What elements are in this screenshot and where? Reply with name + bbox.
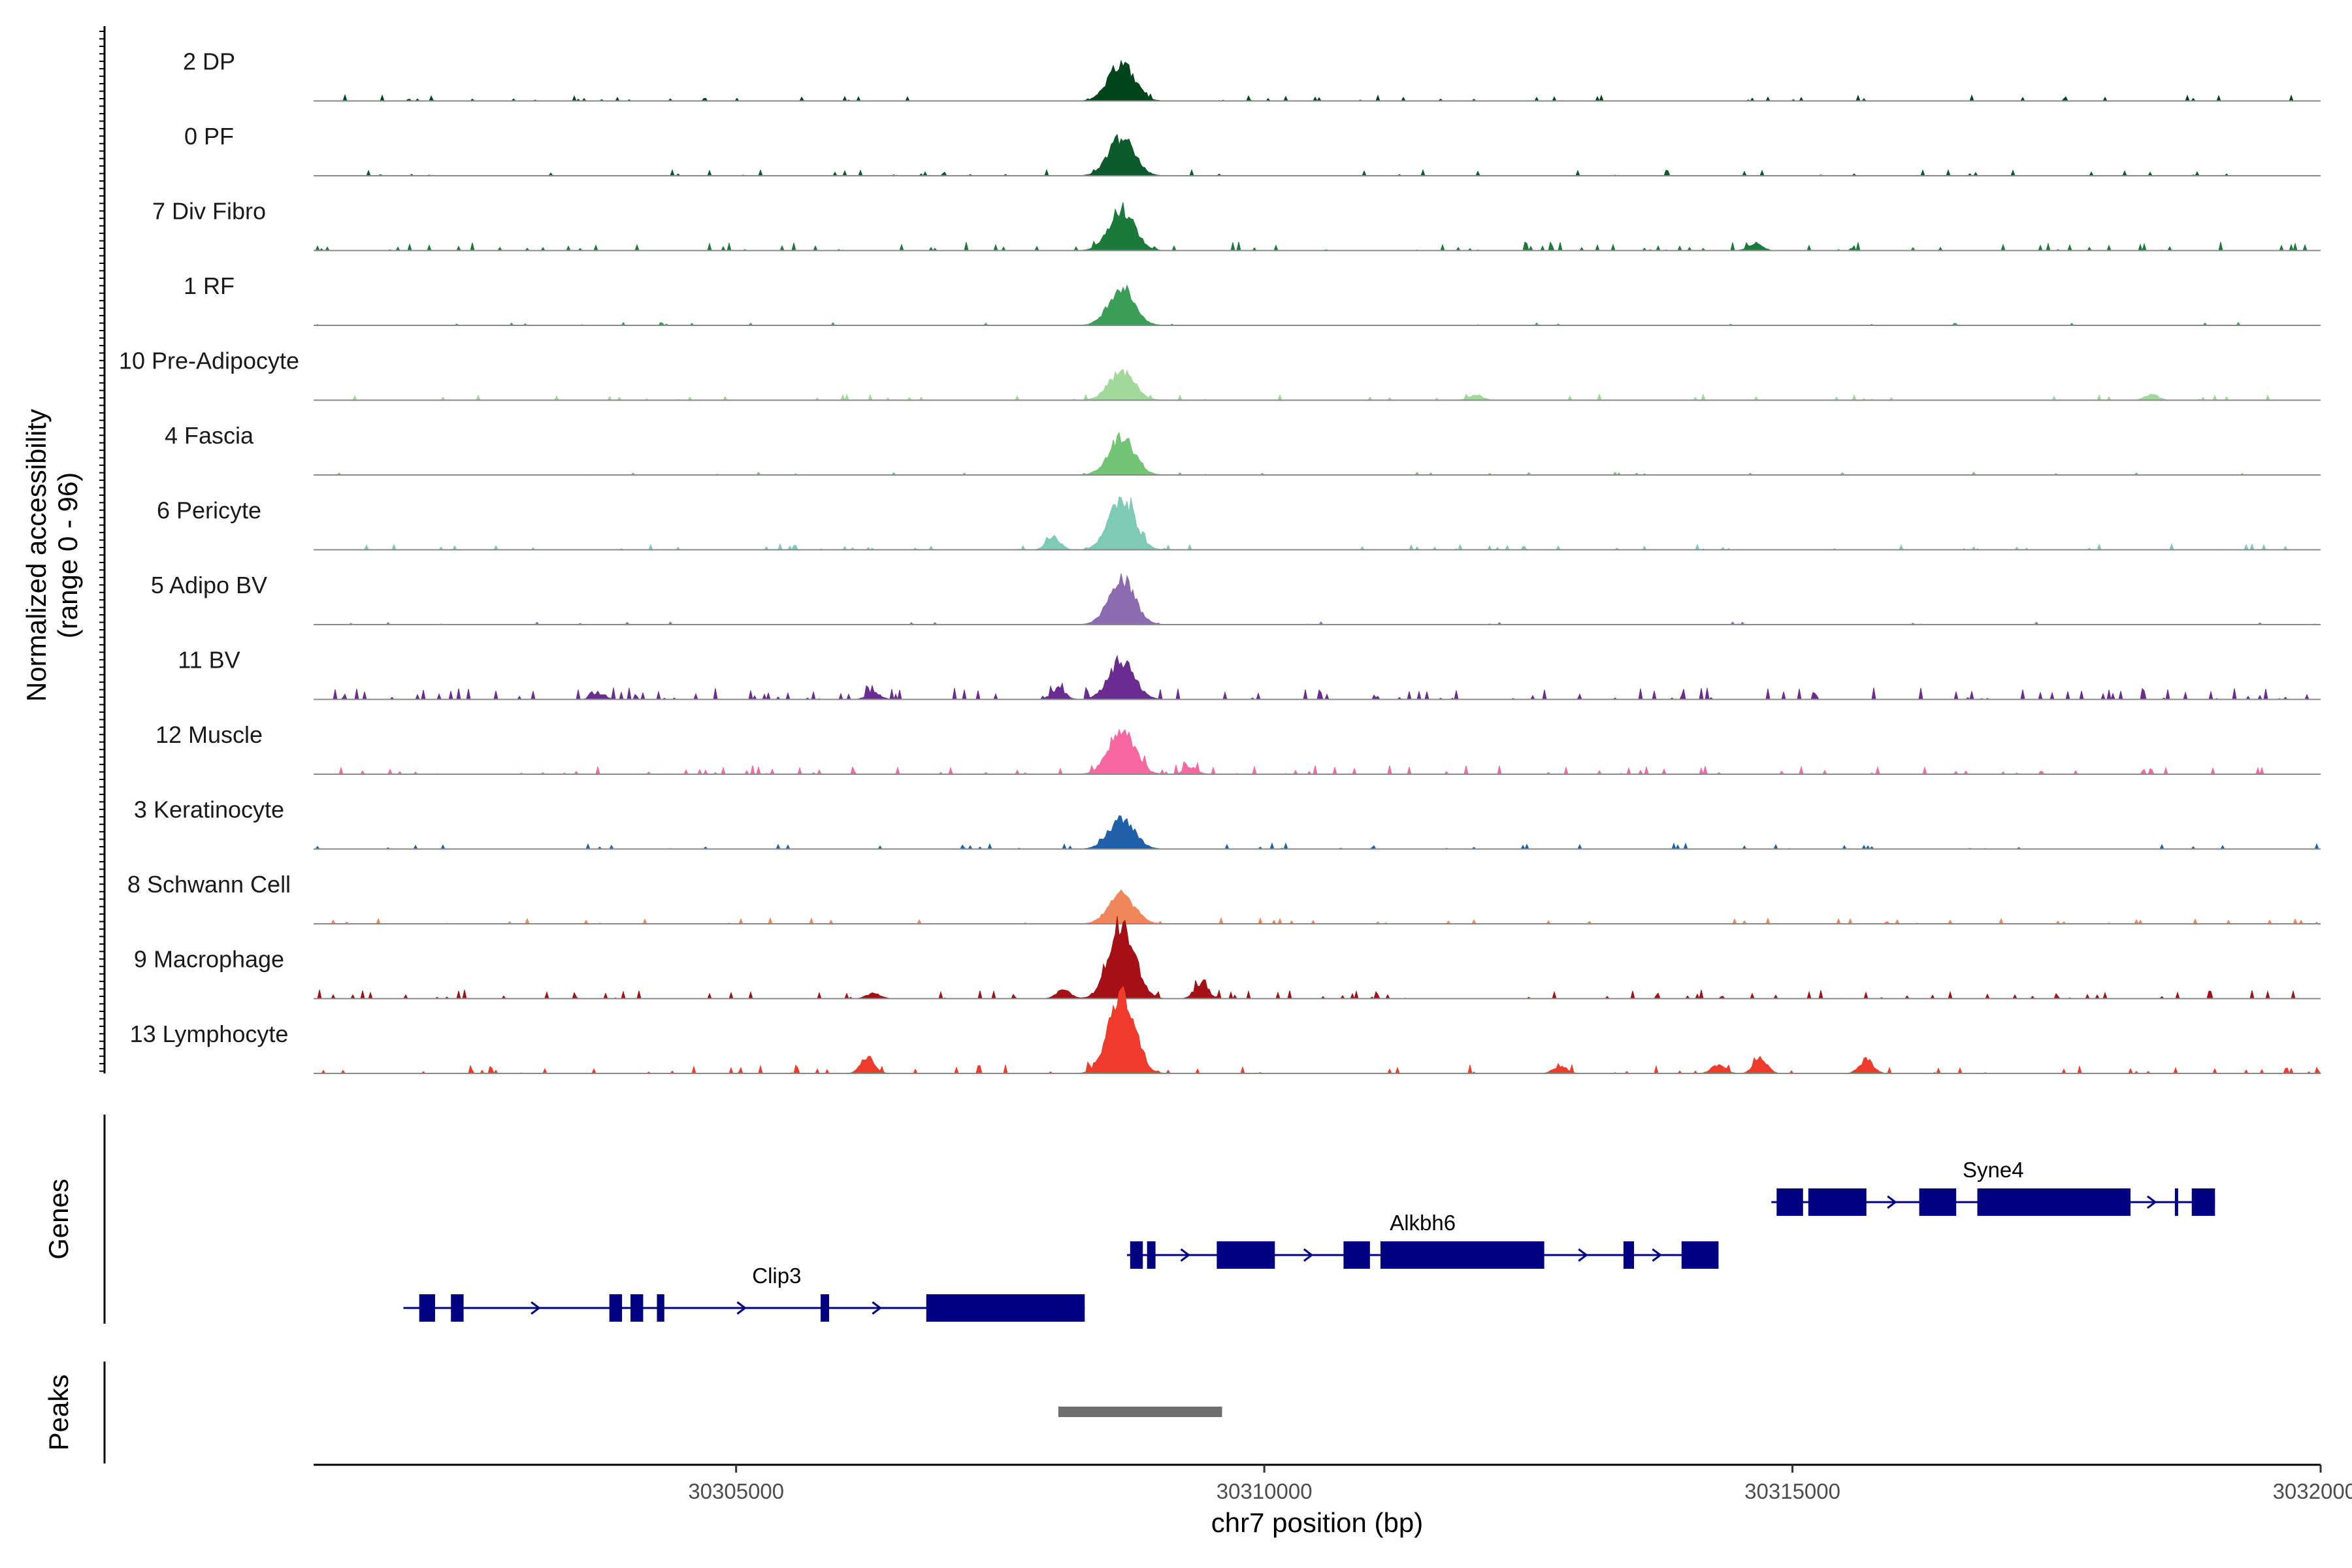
strand-arrow-icon [1303, 1248, 1314, 1262]
strand-arrow-icon [531, 1301, 541, 1315]
track-12: 8 Schwann Cell [127, 871, 2321, 925]
gene-exon [1808, 1188, 1867, 1216]
track-9: 11 BV [178, 647, 2321, 701]
track-1: 2 DP [183, 48, 2321, 102]
gene-exon [1130, 1241, 1143, 1269]
x-axis: 30305000 30310000 30315000 30320000 [314, 1463, 2352, 1503]
gene-exon [1343, 1241, 1370, 1269]
track-label: 5 Adipo BV [151, 572, 267, 598]
gene-exon [1147, 1241, 1156, 1269]
coverage-area [314, 889, 2321, 925]
coverage-area [314, 133, 2321, 176]
coverage-area [314, 985, 2322, 1075]
coverage-tracks: 2 DP 0 PF 7 Div Fibro 1 RF 10 Pre-Adipocyte 4… [119, 48, 2322, 1075]
strand-arrow-icon [1652, 1248, 1662, 1262]
peak-track [1058, 1407, 1222, 1417]
left-axis [99, 26, 106, 1073]
strand-arrow-icon [872, 1301, 882, 1315]
coverage-area [314, 496, 2321, 551]
x-tick-label: 30315000 [1744, 1479, 1840, 1503]
x-tick-label: 30310000 [1217, 1479, 1313, 1503]
gene-exon [1217, 1241, 1275, 1269]
gene-exon [1681, 1241, 1719, 1269]
track-label: 4 Fascia [165, 422, 254, 449]
track-label: 9 Macrophage [134, 946, 284, 973]
strand-arrow-icon [736, 1301, 747, 1315]
track-7: 6 Pericyte [157, 496, 2321, 551]
track-10: 12 Muscle [155, 721, 2321, 776]
gene-exon [657, 1294, 664, 1322]
gene-exon [821, 1294, 830, 1322]
track-2: 0 PF [184, 123, 2321, 176]
strand-arrow-icon [1578, 1248, 1588, 1262]
gene-exon [451, 1294, 464, 1322]
gene-annotation-track: Clip3 Alkbh6 Syne4 [403, 1158, 2215, 1322]
peak-bar [1058, 1407, 1222, 1417]
track-label: 12 Muscle [155, 721, 263, 748]
gene-exon [1380, 1241, 1544, 1269]
strand-arrow-icon [2147, 1195, 2157, 1209]
gene-exon [630, 1294, 644, 1322]
track-8: 5 Adipo BV [151, 572, 2321, 625]
track-13: 9 Macrophage [134, 916, 2321, 1000]
coverage-area [314, 815, 2321, 850]
track-14: 13 Lymphocyte [130, 985, 2322, 1075]
x-tick-label: 30320000 [2273, 1479, 2352, 1503]
coverage-area [314, 655, 2321, 701]
track-label: 0 PF [184, 123, 234, 150]
gene-exon [1776, 1188, 1803, 1216]
track-label: 7 Div Fibro [152, 198, 266, 225]
track-label: 1 RF [184, 272, 235, 299]
gene-exon [926, 1294, 1085, 1322]
gene-clip3: Clip3 [403, 1264, 1085, 1322]
coverage-area [314, 202, 2321, 252]
track-label: 6 Pericyte [157, 497, 261, 524]
strand-arrow-icon [1887, 1195, 1897, 1209]
x-axis-title: chr7 position (bp) [1211, 1507, 1424, 1538]
gene-alkbh6: Alkbh6 [1126, 1211, 1719, 1269]
gene-label: Alkbh6 [1390, 1211, 1456, 1235]
track-3: 7 Div Fibro [152, 198, 2321, 252]
coverage-area [314, 728, 2321, 776]
y-axis-title: Normalized accessibility (range 0 - 96) [21, 409, 83, 702]
track-label: 3 Keratinocyte [134, 796, 284, 823]
track-11: 3 Keratinocyte [134, 796, 2321, 850]
x-tick-label: 30305000 [688, 1479, 784, 1503]
gene-label: Syne4 [1963, 1158, 2024, 1182]
gene-syne4: Syne4 [1771, 1158, 2215, 1216]
coverage-area [314, 284, 2321, 326]
coverage-area [314, 916, 2321, 1000]
coverage-area [314, 573, 2321, 625]
track-label: 10 Pre-Adipocyte [119, 348, 299, 374]
y-axis-title-line1: Normalized accessibility [21, 409, 52, 702]
coverage-area [314, 59, 2321, 102]
gene-exon [1919, 1188, 1957, 1216]
strand-arrow-icon [1180, 1248, 1191, 1262]
genes-panel-label: Genes [43, 1179, 74, 1260]
track-label: 2 DP [183, 48, 235, 75]
track-5: 10 Pre-Adipocyte [119, 348, 2321, 401]
track-4: 1 RF [184, 272, 2321, 326]
gene-exon [2174, 1188, 2178, 1216]
coverage-area [314, 368, 2321, 401]
gene-exon [2191, 1188, 2215, 1216]
gene-exon [609, 1294, 623, 1322]
coverage-area [314, 431, 2321, 476]
y-axis-title-line2: (range 0 - 96) [52, 472, 83, 638]
gene-label: Clip3 [752, 1264, 801, 1288]
track-6: 4 Fascia [165, 422, 2321, 476]
gene-exon [419, 1294, 435, 1322]
track-label: 13 Lymphocyte [130, 1021, 289, 1047]
track-label: 8 Schwann Cell [127, 871, 291, 898]
peaks-panel-label: Peaks [43, 1375, 74, 1451]
gene-exon [1623, 1241, 1635, 1269]
track-label: 11 BV [178, 647, 240, 674]
gene-exon [1977, 1188, 2131, 1216]
